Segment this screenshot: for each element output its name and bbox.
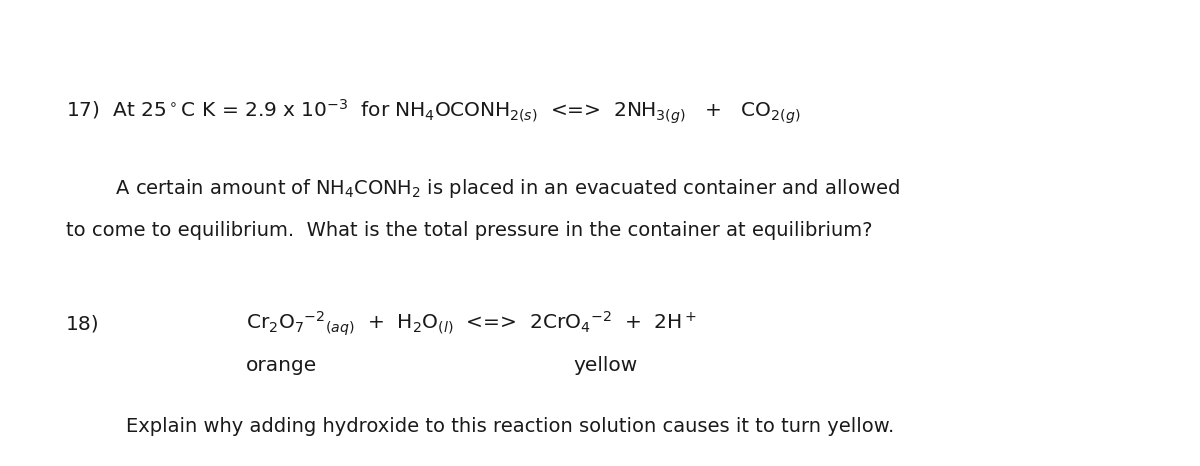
Text: yellow: yellow [574, 356, 638, 375]
Text: Explain why adding hydroxide to this reaction solution causes it to turn yellow.: Explain why adding hydroxide to this rea… [126, 417, 894, 436]
Text: to come to equilibrium.  What is the total pressure in the container at equilibr: to come to equilibrium. What is the tota… [66, 221, 872, 240]
Text: orange: orange [246, 356, 317, 375]
Text: 17)  At 25$^\circ$C K = 2.9 x 10$^{-3}$  for NH$_4$OCONH$_{2(s)}$  <=>  2NH$_{3(: 17) At 25$^\circ$C K = 2.9 x 10$^{-3}$ f… [66, 98, 800, 126]
Text: A certain amount of NH$_4$CONH$_2$ is placed in an evacuated container and allow: A certain amount of NH$_4$CONH$_2$ is pl… [66, 177, 900, 200]
Text: 18): 18) [66, 315, 100, 333]
Text: Cr$_2$O$_7$$^{-2}$$_{(aq)}$  +  H$_2$O$_{(l)}$  <=>  2CrO$_4$$^{-2}$  +  2H$^+$: Cr$_2$O$_7$$^{-2}$$_{(aq)}$ + H$_2$O$_{(… [246, 310, 697, 338]
